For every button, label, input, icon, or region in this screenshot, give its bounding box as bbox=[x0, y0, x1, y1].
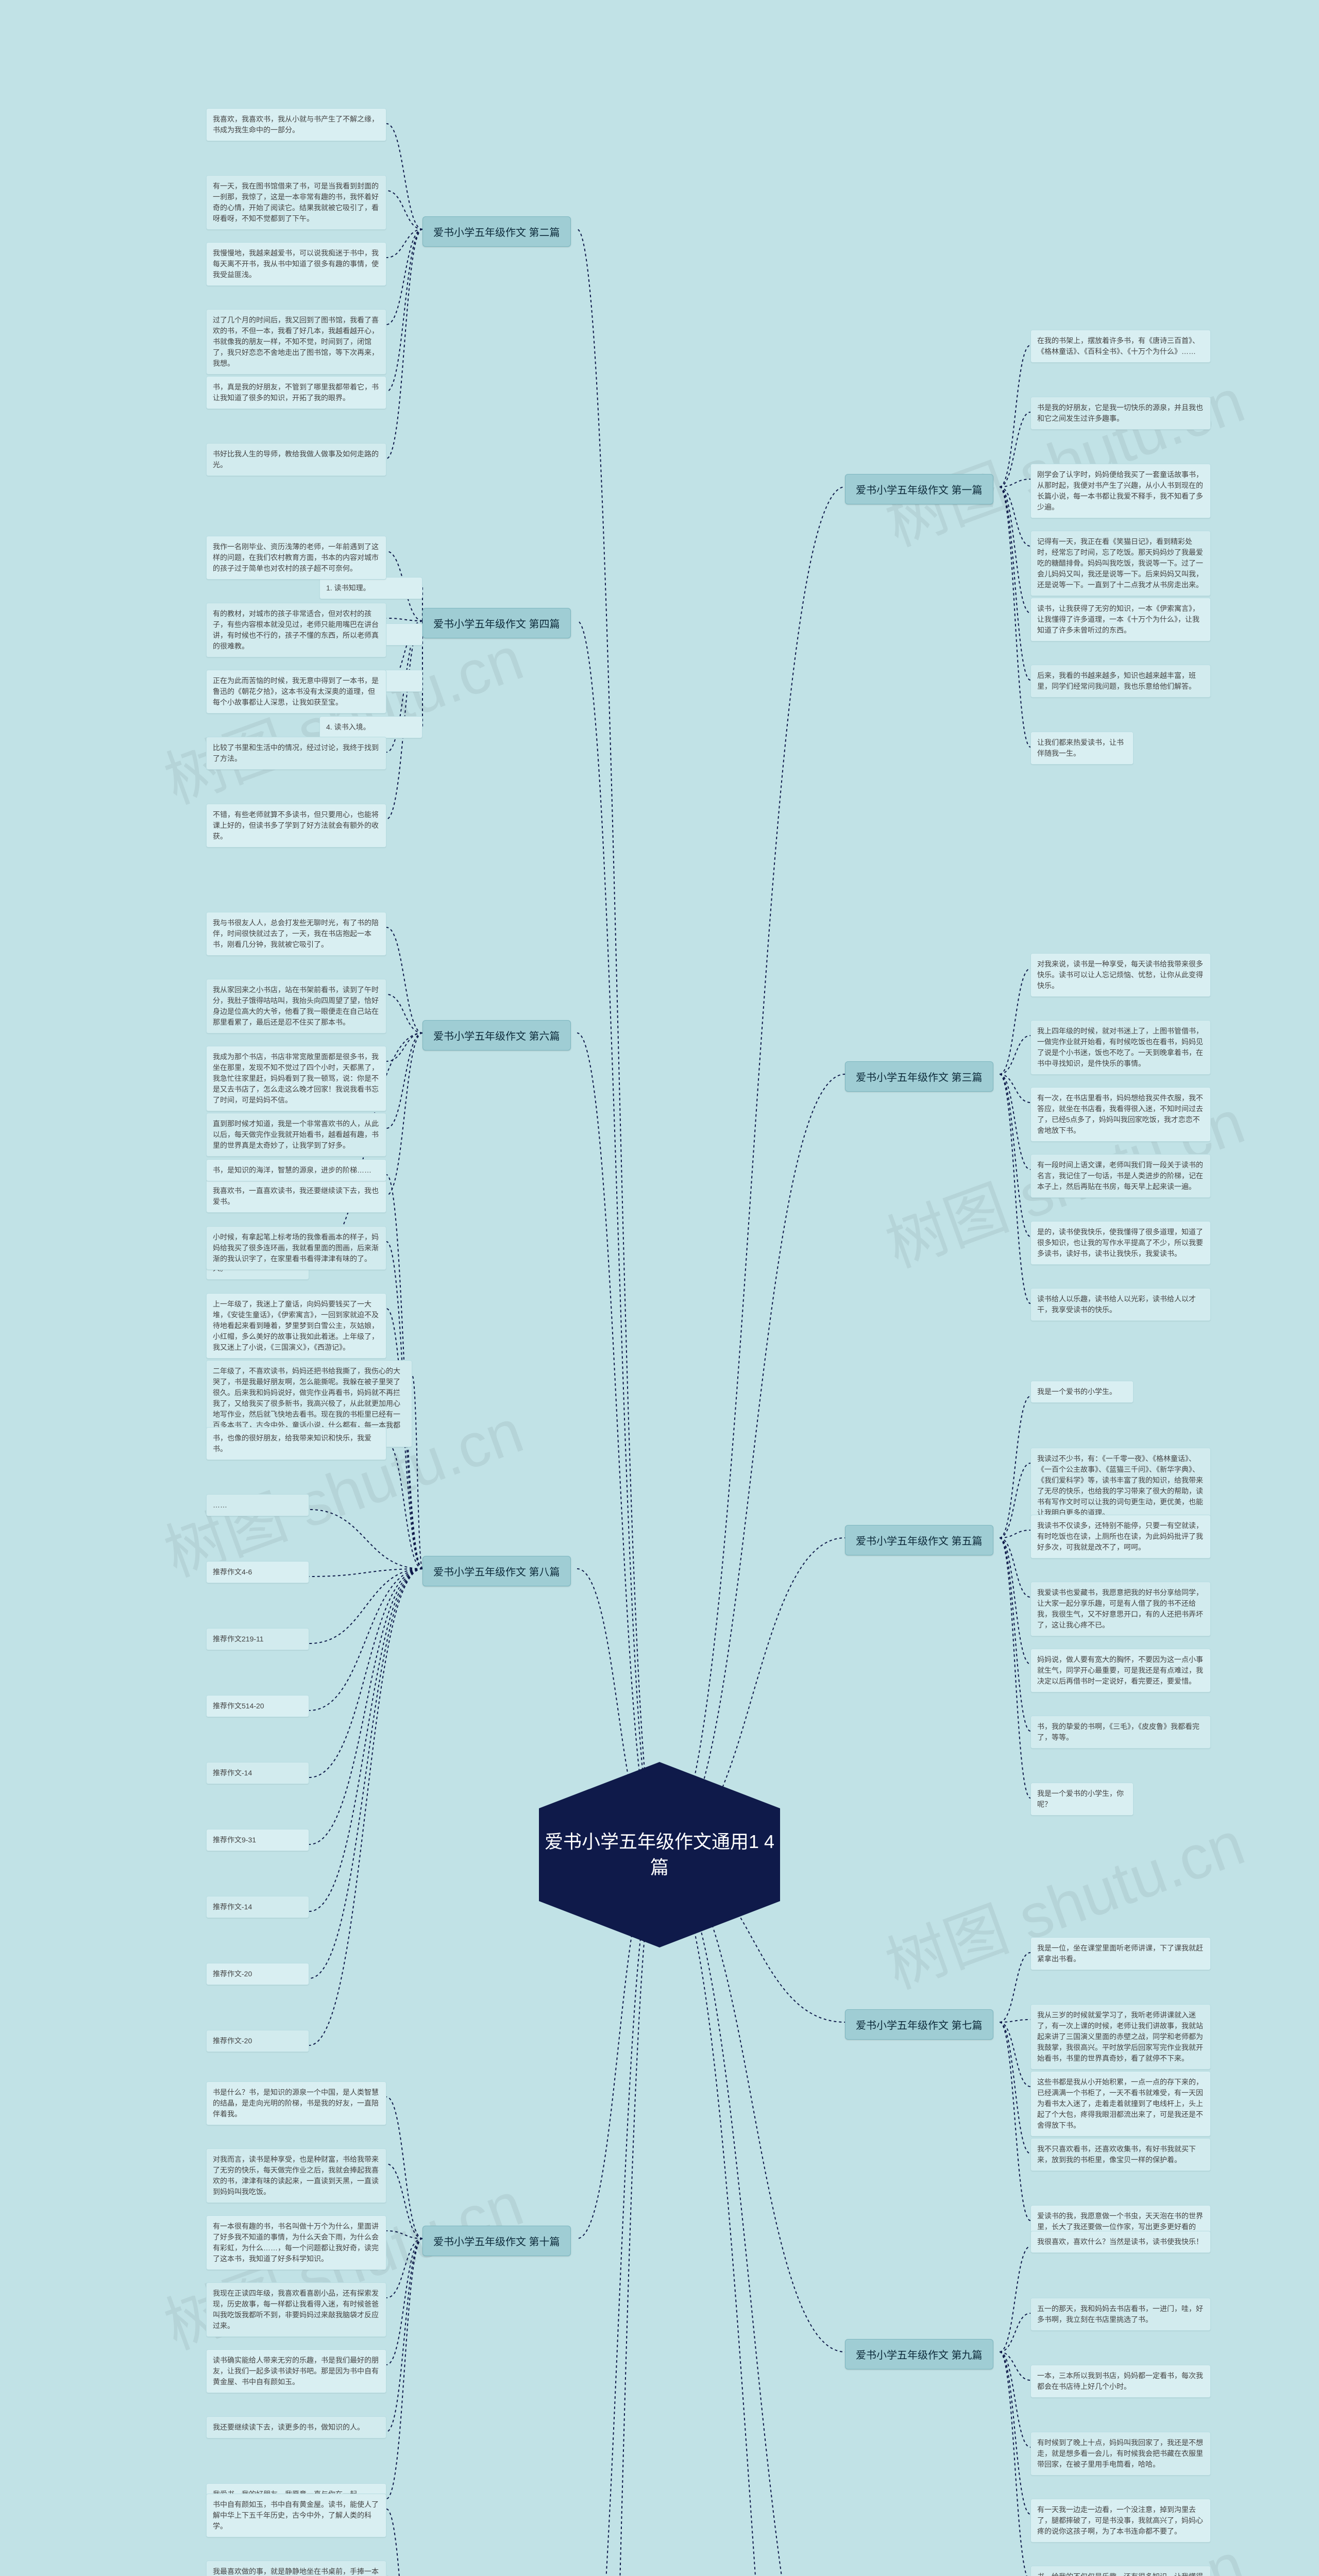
leaf-note: 过了几个月的时间后，我又回到了图书馆，我看了喜欢的书，不但一本，我看了好几本，我… bbox=[206, 309, 386, 375]
branch-label: 爱书小学五年级作文 第八篇 bbox=[422, 1556, 571, 1586]
leaf-note: 推荐作文-20 bbox=[206, 2030, 309, 2052]
branch-label: 爱书小学五年级作文 第九篇 bbox=[845, 2339, 993, 2369]
leaf-note: 推荐作文9-31 bbox=[206, 1829, 309, 1851]
leaf-note: 书，也像的很好朋友，给我带来知识和快乐，我爱书。 bbox=[206, 1427, 386, 1460]
leaf-note: 我慢慢地，我越来越爱书，可以说我痴迷于书中，我每天离不开书，我从书中知道了很多有… bbox=[206, 242, 386, 286]
leaf-note: 我现在正读四年级，我喜欢看喜剧小品，还有探索发现，历史故事，每一样都让我看得入迷… bbox=[206, 2282, 386, 2337]
watermark: 树图 shutu.cn bbox=[872, 1793, 1255, 2006]
leaf-note: 后来，我看的书越来越多，知识也越来越丰富，班里，同学们经常问我问题，我也乐意给他… bbox=[1030, 665, 1211, 698]
leaf-note: 书，给我的不仅仅是乐趣，还有很多知识，让我懂得了很多做人的道理，书是我最好的老师… bbox=[1030, 2566, 1211, 2576]
leaf-note: 我读书不仅读多，还特别不能停，只要一有空就读，有时吃饭也在读，上厕所也在读，为此… bbox=[1030, 1515, 1211, 1558]
sublabel: 4. 读书入境。 bbox=[319, 716, 422, 738]
leaf-note: 我从三岁的时候就爱学习了，我听老师讲课就入迷了，有一次上课的时候，老师让我们讲故… bbox=[1030, 2004, 1211, 2070]
leaf-note: 对我来说，读书是一种享受，每天读书给我带来很多快乐。读书可以让人忘记烦恼、忧愁，… bbox=[1030, 953, 1211, 997]
leaf-note: 推荐作文-20 bbox=[206, 1963, 309, 1985]
leaf-note: 小时候，有拿起笔上标考场的我像看画本的样子，妈妈给我买了很多连环画，我就看里面的… bbox=[206, 1226, 386, 1270]
leaf-note: 正在为此而苦恼的时候，我无意中得到了一本书，是鲁迅的《朝花夕拾》，这本书没有太深… bbox=[206, 670, 386, 714]
leaf-note: 书是我的好朋友，它是我一切快乐的源泉，并且我也和它之间发生过许多趣事。 bbox=[1030, 397, 1211, 430]
leaf-note: 有时候到了晚上十点，妈妈叫我回家了，我还是不想走，就是想多看一会儿，有时候我会把… bbox=[1030, 2432, 1211, 2476]
leaf-note: 有的教材，对城市的孩子非常适合，但对农村的孩子，有些内容根本就没见过，老师只能用… bbox=[206, 603, 386, 657]
leaf-note: 上一年级了，我迷上了童话，向妈妈要钱买了一大堆，《安徒生童话》，《伊索寓言》，一… bbox=[206, 1293, 386, 1359]
leaf-note: 在我的书架上，摆放着许多书，有《唐诗三百首》、《格林童话》、《百科全书》、《十万… bbox=[1030, 330, 1211, 363]
leaf-note: 我最喜欢做的事，就是静静地坐在书桌前，手捧一本好书，在灯光下细细品读，那种感觉真… bbox=[206, 2561, 386, 2576]
leaf-note: 推荐作文4-6 bbox=[206, 1561, 309, 1583]
leaf-note: 有一次，在书店里看书，妈妈想给我买件衣服，我不答应，就坐在书店看，我看得很入迷，… bbox=[1030, 1087, 1211, 1142]
leaf-note: 比较了书里和生活中的情况，经过讨论，我终于找到了方法。 bbox=[206, 737, 386, 770]
leaf-note: 我与书很友人人，总会打发些无聊时光，有了书的陪伴，时间很快就过去了，一天，我在书… bbox=[206, 912, 386, 956]
leaf-note: 读书给人以乐趣，读书给人以光彩，读书给人以才干，我享受读书的快乐。 bbox=[1030, 1288, 1211, 1321]
mindmap-stage: 爱书小学五年级作文通用1 4篇 树图 shutu.cn树图 shutu.cn树图… bbox=[0, 0, 1319, 2576]
branch-label: 爱书小学五年级作文 第六篇 bbox=[422, 1020, 571, 1050]
leaf-note: 我从家回来之小书店，站在书架前看书，读到了午时分，我肚子饿得咕咕叫，我抬头向四周… bbox=[206, 979, 386, 1033]
leaf-note: 有一天，我在图书馆借来了书，可是当我看到封面的一刹那，我惊了，这是一本非常有趣的… bbox=[206, 175, 386, 230]
leaf-note: 我爱读书也爱藏书，我愿意把我的好书分享给同学，让大家一起分享乐趣，可是有人借了我… bbox=[1030, 1582, 1211, 1636]
leaf-note: …… bbox=[206, 1494, 309, 1516]
center-title: 爱书小学五年级作文通用1 4篇 bbox=[536, 1829, 783, 1881]
leaf-note: 我是一个爱书的小学生，你呢？ bbox=[1030, 1783, 1134, 1816]
leaf-note: 我是一个爱书的小学生。 bbox=[1030, 1381, 1134, 1403]
leaf-note: 让我们都来热爱读书，让书伴随我一生。 bbox=[1030, 732, 1134, 765]
leaf-note: 我不只喜欢看书，还喜欢收集书，有好书我就买下来，放到我的书柜里，像宝贝一样的保护… bbox=[1030, 2138, 1211, 2171]
leaf-note: 书，真是我的好朋友，不管到了哪里我都带着它，书让我知道了很多的知识，开拓了我的眼… bbox=[206, 376, 386, 409]
leaf-note: 有一天我一边走一边看，一个没注意，掉到沟里去了，腿都摔破了，可是书没事，我就高兴… bbox=[1030, 2499, 1211, 2543]
leaf-note: 我上四年级的时候，就对书迷上了，上图书管借书，一做完作业就开始看，有时候吃饭也在… bbox=[1030, 1020, 1211, 1075]
branch-label: 爱书小学五年级作文 第十篇 bbox=[422, 2226, 571, 2256]
leaf-note: 五一的那天，我和妈妈去书店看书，一进门，哇，好多书啊，我立刻在书店里挑选了书。 bbox=[1030, 2298, 1211, 2331]
leaf-note: 刚学会了认字时，妈妈便给我买了一套童话故事书，从那时起，我便对书产生了兴趣，从小… bbox=[1030, 464, 1211, 518]
leaf-note: 这些书都是我从小开始积累，一点一点的存下来的，已经满满一个书柜了，一天不看书就难… bbox=[1030, 2071, 1211, 2137]
leaf-note: 直到那时候才知道，我是一个非常喜欢书的人，从此以后，每天做完作业我就开始看书，越… bbox=[206, 1113, 386, 1157]
leaf-note: 有一段时间上语文课，老师叫我们背一段关于读书的名言，我记住了一句话，书是人类进步… bbox=[1030, 1154, 1211, 1198]
branch-label: 爱书小学五年级作文 第三篇 bbox=[845, 1061, 993, 1092]
leaf-note: 妈妈说，做人要有宽大的胸怀，不要因为这一点小事就生气，同学开心最重要，可是我还是… bbox=[1030, 1649, 1211, 1692]
leaf-note: 推荐作文514-20 bbox=[206, 1695, 309, 1717]
leaf-note: 我读过不少书，有：《一千零一夜》、《格林童话》、《一百个公主故事》、《蓝猫三千问… bbox=[1030, 1448, 1211, 1524]
leaf-note: 书是什么？书，是知识的源泉一个中国，是人类智慧的结晶，是走向光明的阶梯，书是我的… bbox=[206, 2081, 386, 2125]
leaf-note: 对我而言，读书是种享受，也是种财富，书给我带来了无穷的快乐，每天做完作业之后，我… bbox=[206, 2148, 386, 2203]
branch-label: 爱书小学五年级作文 第四篇 bbox=[422, 608, 571, 638]
leaf-note: 我很喜欢，喜欢什么？当然是读书，读书使我快乐！ bbox=[1030, 2231, 1211, 2253]
branch-label: 爱书小学五年级作文 第二篇 bbox=[422, 216, 571, 247]
leaf-note: 不错，有些老师就算不多读书，但只要用心，也能将课上好的，但读书多了学到了好方法就… bbox=[206, 804, 386, 848]
leaf-note: 书好比我人生的导师，教给我做人做事及如何走路的光。 bbox=[206, 443, 386, 476]
leaf-note: 读书确实能给人带来无穷的乐趣，书是我们最好的朋友，让我们一起多读书读好书吧。那是… bbox=[206, 2349, 386, 2393]
leaf-note: 有一本很有趣的书，书名叫做十万个为什么，里面讲了好多我不知道的事情，为什么天会下… bbox=[206, 2215, 386, 2270]
leaf-note: 是的，读书使我快乐，使我懂得了很多道理，知道了很多知识，也让我的写作水平提高了不… bbox=[1030, 1221, 1211, 1265]
leaf-note: 读书，让我获得了无穷的知识，一本《伊索寓言》，让我懂得了许多道理，一本《十万个为… bbox=[1030, 598, 1211, 641]
leaf-note: 我喜欢，我喜欢书，我从小就与书产生了不解之缘，书成为我生命中的一部分。 bbox=[206, 108, 386, 141]
leaf-note: 推荐作文219-11 bbox=[206, 1628, 309, 1650]
sublabel: 1. 读书知理。 bbox=[319, 577, 422, 599]
center-node: 爱书小学五年级作文通用1 4篇 bbox=[526, 1762, 793, 1947]
branch-label: 爱书小学五年级作文 第七篇 bbox=[845, 2009, 993, 2040]
leaf-note: 记得有一天，我正在看《笑猫日记》，看到精彩处时，经常忘了时间，忘了吃饭。那天妈妈… bbox=[1030, 531, 1211, 596]
leaf-note: 书中自有颜如玉，书中自有黄金屋。读书，能使人了解中华上下五千年历史，古今中外，了… bbox=[206, 2494, 386, 2537]
leaf-note: 我成为那个书店，书店非常宽敞里面都是很多书，我坐在那里，发现不知不觉过了四个小时… bbox=[206, 1046, 386, 1111]
leaf-note: 一本，三本所以我到书店，妈妈都一定看书，每次我都会在书店待上好几个小时。 bbox=[1030, 2365, 1211, 2398]
leaf-note: 我是一位，坐在课堂里面听老师讲课，下了课我就赶紧拿出书看。 bbox=[1030, 1937, 1211, 1970]
leaf-note: 推荐作文-14 bbox=[206, 1896, 309, 1918]
leaf-note: 我作一名刚毕业、资历浅薄的老师，一年前遇到了这样的问题，在我们农村教育方面，书本… bbox=[206, 536, 386, 580]
leaf-note: 我喜欢书，一直喜欢读书，我还要继续读下去，我也爱书。 bbox=[206, 1180, 386, 1213]
branch-label: 爱书小学五年级作文 第一篇 bbox=[845, 474, 993, 504]
branch-label: 爱书小学五年级作文 第五篇 bbox=[845, 1525, 993, 1555]
leaf-note: 推荐作文-14 bbox=[206, 1762, 309, 1784]
leaf-note: 我还要继续读下去，读更多的书，做知识的人。 bbox=[206, 2416, 386, 2438]
leaf-note: 书，是知识的海洋，智慧的源泉，进步的阶梯…… bbox=[206, 1159, 386, 1181]
leaf-note: 书，我的挚爱的书啊，《三毛》，《皮皮鲁》我都看完了，等等。 bbox=[1030, 1716, 1211, 1749]
